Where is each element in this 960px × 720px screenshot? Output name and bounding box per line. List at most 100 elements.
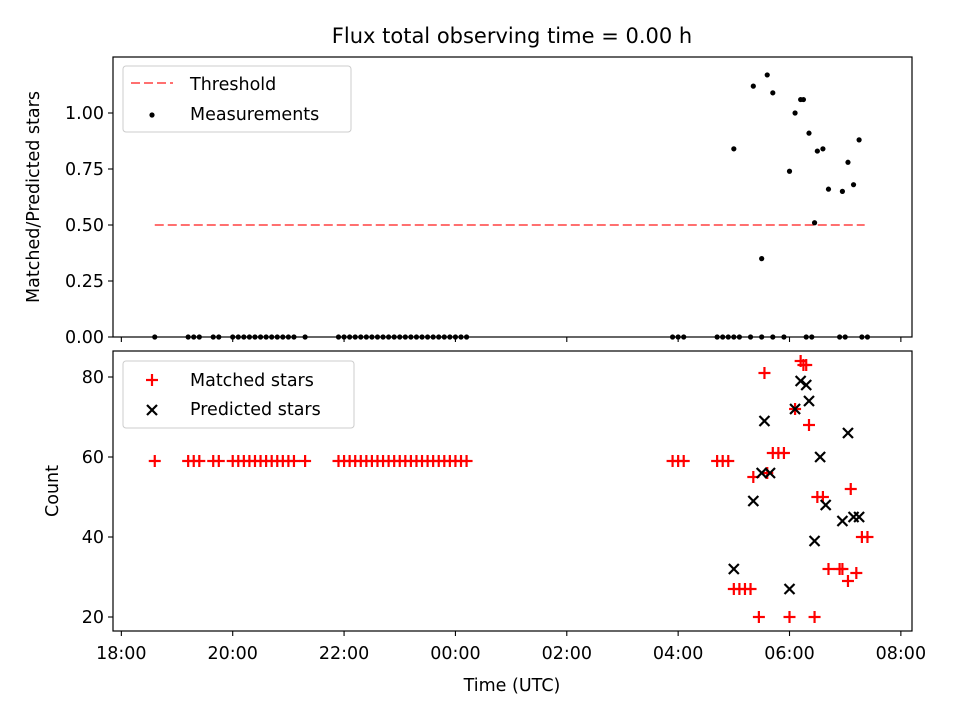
count-y-ticks: 20 40 60 80 [82, 368, 113, 628]
measurement-point [430, 334, 436, 340]
measurement-point [850, 182, 857, 188]
matched-star-point [193, 455, 206, 467]
count-legend-predicted-swatch [146, 404, 158, 416]
matched-star-point [758, 367, 771, 379]
measurement-point [269, 334, 275, 340]
measurement-point [280, 334, 286, 340]
matched-star-point [841, 575, 854, 587]
measurement-point [369, 334, 375, 340]
ratio-y-axis-label: Matched/Predicted stars [24, 91, 44, 303]
predicted-star-point [794, 375, 807, 387]
ratio-plot-marks [152, 72, 871, 340]
measurement-point [458, 334, 464, 340]
measurement-point [391, 334, 397, 340]
matched-star-point [287, 455, 300, 467]
measurement-point [263, 334, 269, 340]
matched-star-point [148, 455, 161, 467]
matched-star-point [783, 611, 796, 623]
predicted-star-point [755, 467, 768, 479]
matched-star-point [299, 455, 312, 467]
measurement-point [720, 334, 726, 340]
matched-star-point [802, 419, 815, 431]
count-legend-box [122, 360, 355, 429]
count-plot-frame [112, 350, 913, 632]
count-x-axis-label: Time (UTC) [463, 676, 561, 696]
measurement-point [859, 334, 865, 340]
measurement-point [792, 110, 798, 116]
measurement-point [820, 146, 826, 152]
ratio-y-tick-label: 0.50 [65, 216, 104, 236]
measurement-point [731, 146, 737, 152]
measurement-point [408, 334, 414, 340]
measurement-point [285, 334, 291, 340]
ratio-y-ticks: 0.00 0.25 0.50 0.75 1.00 [65, 104, 113, 348]
measurement-point [736, 334, 742, 340]
count-x-tick-label: 18:00 [96, 644, 146, 664]
ratio-plot-frame [112, 56, 913, 338]
measurement-point [781, 334, 787, 340]
measurement-point [811, 220, 818, 226]
measurement-point [347, 334, 353, 340]
matched-star-point [822, 563, 835, 575]
measurement-point [436, 334, 442, 340]
predicted-star-point [842, 427, 854, 439]
chart-title: Flux total observing time = 0.00 h [332, 24, 692, 48]
measurement-point [419, 334, 425, 340]
measurement-point [806, 130, 812, 136]
matched-star-point [677, 455, 690, 467]
count-y-tick-label: 40 [82, 528, 104, 548]
predicted-star-point [758, 415, 771, 427]
ratio-legend: Threshold Measurements [122, 65, 352, 133]
ratio-legend-box [122, 65, 352, 133]
count-x-tick-label: 02:00 [542, 644, 592, 664]
predicted-star-point [808, 535, 821, 547]
matched-star-point [861, 531, 874, 543]
predicted-star-point [814, 451, 826, 463]
measurement-point [447, 334, 453, 340]
measurement-point [235, 334, 241, 340]
ratio-y-tick-label: 0.00 [65, 328, 104, 348]
measurement-point [363, 334, 369, 340]
count-x-ticks: 18:00 20:00 22:00 00:00 02:00 04:00 06:00 08:00 [96, 631, 926, 664]
measurement-point [341, 334, 347, 340]
matched-star-point [850, 567, 863, 579]
matched-star-point [800, 359, 813, 371]
measurement-point [731, 334, 737, 340]
measurement-point [837, 334, 843, 340]
matched-star-point [212, 455, 225, 467]
measurement-point [302, 334, 308, 340]
count-x-tick-label: 04:00 [653, 644, 703, 664]
matched-star-point [836, 563, 849, 575]
measurement-point [397, 334, 403, 340]
measurement-point [230, 334, 236, 340]
predicted-star-point [853, 511, 865, 523]
measurement-point [291, 334, 297, 340]
measurement-point [380, 334, 386, 340]
matched-star-point [744, 583, 757, 595]
matched-star-point [777, 447, 790, 459]
count-legend-matched-label: Matched stars [190, 371, 314, 391]
measurement-point [856, 137, 862, 143]
measurement-point [241, 334, 247, 340]
count-x-tick-label: 20:00 [207, 644, 257, 664]
measurement-point [246, 334, 253, 340]
count-panel: 20 40 60 80 18:00 20:00 22:00 00:00 02:00 04:00 0… [43, 350, 926, 696]
matched-star-point [808, 611, 821, 623]
count-x-tick-label: 22:00 [319, 644, 369, 664]
count-x-tick-label: 06:00 [764, 644, 814, 664]
measurement-point [759, 334, 765, 340]
measurement-point [825, 186, 832, 192]
count-y-tick-label: 60 [82, 448, 104, 468]
measurement-point [386, 334, 392, 340]
measurement-point [352, 334, 358, 340]
matched-star-point [752, 611, 765, 623]
predicted-star-point [783, 583, 796, 595]
count-y-tick-label: 20 [82, 608, 104, 628]
count-legend: Matched stars Predicted stars [122, 360, 355, 429]
ratio-legend-measurements-label: Measurements [190, 105, 319, 125]
measurement-point [770, 334, 776, 340]
measurement-point [441, 334, 447, 340]
count-y-tick-label: 80 [82, 368, 104, 388]
measurement-point [402, 334, 408, 340]
